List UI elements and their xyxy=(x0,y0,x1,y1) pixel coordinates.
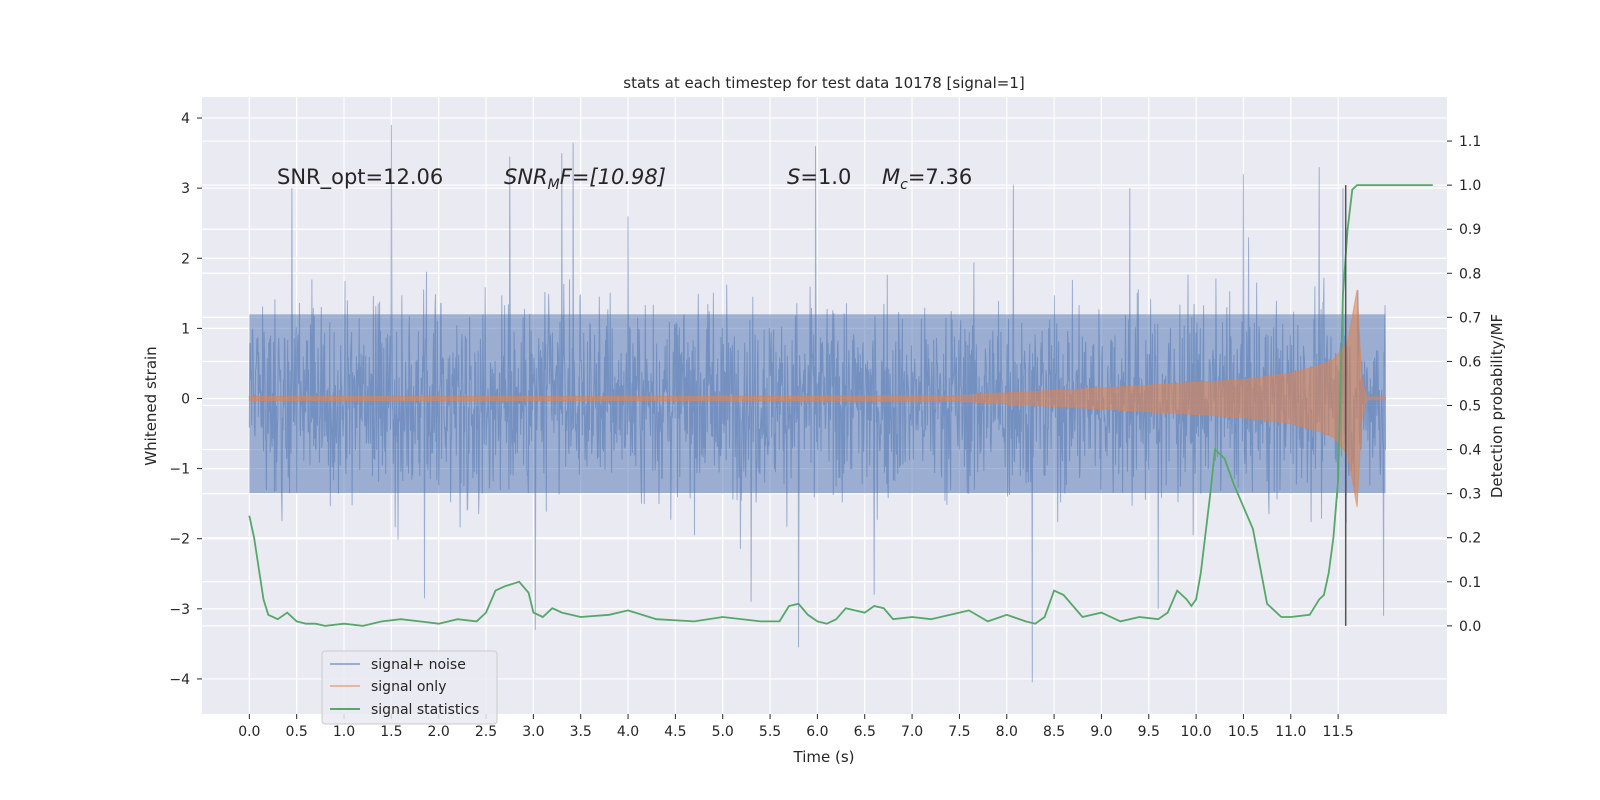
x-tick-label: 10.5 xyxy=(1228,724,1259,740)
y2-axis-ticks: 0.0 0.1 0.2 0.3 0.4 0.5 0.6 0.7 0.8 0.9 1.0 1.1 xyxy=(1447,134,1481,635)
x-tick-label: 3.0 xyxy=(522,724,544,740)
signal-statistics-series xyxy=(248,184,1433,627)
annotation-snr-opt: SNR_opt=12.06 xyxy=(277,165,443,190)
annotation-mc-symbol: M xyxy=(882,165,900,189)
y-tick-label: −2 xyxy=(169,532,190,548)
y-tick-label: 0 xyxy=(181,391,190,407)
y-axis-ticks: −4 −3 −2 −1 0 1 2 3 4 xyxy=(169,111,202,688)
x-axis-ticks: 0.0 0.5 1.0 1.5 2.0 2.5 3.0 3.5 4.0 4.5 5.0 5.5 6.0 6… xyxy=(238,714,1354,740)
signal-noise-line xyxy=(248,124,1386,683)
x-tick-label: 5.5 xyxy=(759,724,781,740)
x-tick-label: 3.5 xyxy=(570,724,592,740)
y2-tick-label: 0.6 xyxy=(1459,354,1481,370)
annotation-mc: Mc=7.36 xyxy=(882,165,972,193)
y-tick-label: 4 xyxy=(181,111,190,127)
annotation-snr-mf: SNRMF=[10.98] xyxy=(504,165,666,193)
x-tick-label: 10.0 xyxy=(1181,724,1212,740)
y2-tick-label: 0.3 xyxy=(1459,487,1481,503)
y-tick-label: −1 xyxy=(169,462,190,478)
annotation-mc-value: =7.36 xyxy=(908,165,972,189)
y2-tick-label: 0.2 xyxy=(1459,531,1481,547)
x-tick-label: 2.0 xyxy=(428,724,450,740)
annotation-s: S=1.0 xyxy=(787,165,851,189)
annotation-snr-mf-main: SNR xyxy=(504,165,548,189)
y2-tick-label: 1.0 xyxy=(1459,178,1481,194)
signal-statistics-line xyxy=(248,184,1433,627)
y2-tick-label: 0.5 xyxy=(1459,399,1481,415)
legend: signal+ noise signal only signal statist… xyxy=(321,650,498,725)
x-tick-label: 11.0 xyxy=(1275,724,1306,740)
y-axis-label: Whitened strain xyxy=(142,346,160,465)
x-tick-label: 5.0 xyxy=(712,724,734,740)
x-tick-label: 1.5 xyxy=(380,724,402,740)
legend-box xyxy=(321,650,498,725)
x-tick-label: 2.5 xyxy=(475,724,497,740)
annotation-snr-mf-sub: M xyxy=(548,177,560,193)
x-tick-label: 8.0 xyxy=(996,724,1018,740)
y2-tick-label: 0.7 xyxy=(1459,310,1481,326)
x-tick-label: 9.5 xyxy=(1138,724,1160,740)
y-tick-label: −4 xyxy=(169,672,190,688)
y2-tick-label: 0.9 xyxy=(1459,222,1481,238)
y-tick-label: 2 xyxy=(181,251,190,267)
y2-tick-label: 0.0 xyxy=(1459,619,1481,635)
y2-axis-label: Detection probability/MF xyxy=(1488,314,1506,498)
chart-title: stats at each timestep for test data 101… xyxy=(623,74,1024,92)
x-tick-label: 7.0 xyxy=(901,724,923,740)
legend-label-signal-only: signal only xyxy=(371,679,446,695)
y2-tick-label: 0.4 xyxy=(1459,443,1481,459)
legend-label-signal-noise: signal+ noise xyxy=(371,657,466,673)
x-tick-label: 4.0 xyxy=(617,724,639,740)
annotation-mc-sub: c xyxy=(900,177,908,193)
signal-only-series xyxy=(248,289,1386,508)
x-axis-label: Time (s) xyxy=(793,748,855,766)
annotation-snr-mf-rest: F=[10.98] xyxy=(560,165,666,189)
x-tick-label: 11.5 xyxy=(1323,724,1354,740)
x-tick-label: 8.5 xyxy=(1043,724,1065,740)
x-tick-label: 7.5 xyxy=(948,724,970,740)
x-tick-label: 9.0 xyxy=(1090,724,1112,740)
annotation-s-value: =1.0 xyxy=(800,165,851,189)
x-tick-label: 0.5 xyxy=(286,724,308,740)
x-tick-label: 4.5 xyxy=(664,724,686,740)
y2-tick-label: 1.1 xyxy=(1459,134,1481,150)
legend-label-signal-statistics: signal statistics xyxy=(371,702,479,718)
y-tick-label: 3 xyxy=(181,181,190,197)
y-tick-label: −3 xyxy=(169,602,190,618)
y2-tick-label: 0.8 xyxy=(1459,266,1481,282)
x-tick-label: 6.5 xyxy=(854,724,876,740)
x-tick-label: 0.0 xyxy=(238,724,260,740)
signal-only-envelope xyxy=(248,289,1386,508)
annotation-s-symbol: S xyxy=(787,165,800,189)
y2-tick-label: 0.1 xyxy=(1459,575,1481,591)
y-tick-label: 1 xyxy=(181,321,190,337)
x-tick-label: 6.0 xyxy=(806,724,828,740)
x-tick-label: 1.0 xyxy=(333,724,355,740)
